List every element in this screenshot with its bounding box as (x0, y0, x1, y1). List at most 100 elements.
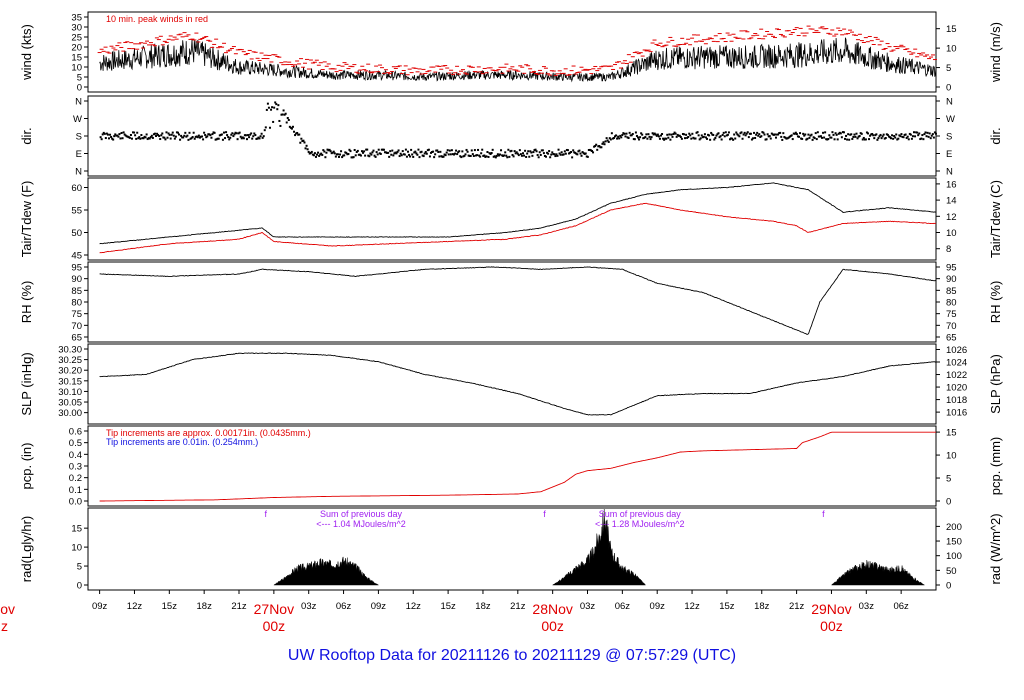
wind-direction-point (270, 108, 273, 111)
wind-direction-point (496, 153, 499, 156)
wind-direction-point (237, 132, 240, 135)
wind-direction-point (669, 138, 672, 141)
wind-direction-point (257, 136, 260, 139)
wind-direction-point (370, 153, 373, 156)
wind-direction-point (830, 136, 833, 139)
wind-direction-point (838, 131, 841, 134)
wind-direction-point (215, 138, 218, 141)
wind-ytick-label: 0 (77, 83, 82, 94)
wind-direction-point (841, 131, 844, 134)
wind-direction-point (180, 134, 183, 137)
wind-direction-point (293, 130, 296, 133)
wind-direction-point (216, 137, 219, 140)
wind-direction-point (885, 133, 888, 136)
wind-direction-point (860, 132, 863, 135)
wind-direction-point (420, 150, 423, 153)
wind-direction-point (889, 137, 892, 140)
wind-direction-point (404, 148, 407, 151)
wind-direction-point (854, 135, 857, 138)
wind-direction-point (272, 120, 275, 123)
wind-direction-point (155, 135, 158, 138)
wind-direction-point (579, 152, 582, 155)
wind-direction-point (679, 136, 682, 139)
wind-direction-point (856, 137, 859, 140)
rh-ytick-label: 65 (71, 333, 82, 344)
wind-direction-point (275, 103, 278, 106)
pcp-ytick-label: 0.4 (69, 450, 82, 461)
wind-direction-point (635, 134, 638, 137)
wind-direction-point (622, 132, 625, 135)
temp-ytick-label: 50 (71, 228, 82, 239)
wind-direction-point (187, 138, 190, 141)
wind-direction-point (283, 113, 286, 116)
dir-ytick-label: W (73, 114, 82, 125)
wind-direction-point (182, 136, 185, 139)
rad-ytick-label: 0 (77, 581, 82, 592)
wind-direction-point (139, 137, 142, 140)
wind-direction-point (381, 148, 384, 151)
wind-direction-point (603, 143, 606, 146)
wind-direction-point (174, 135, 177, 138)
wind-direction-point (575, 152, 578, 155)
slp-ytick-label: 30.30 (58, 345, 82, 356)
wind-direction-point (244, 134, 247, 137)
wind-direction-point (896, 138, 899, 141)
wind-direction-point (509, 150, 512, 153)
wind-direction-point (374, 155, 377, 158)
wind-direction-point (559, 153, 562, 156)
wind-direction-point (432, 150, 435, 153)
wind-direction-point (797, 135, 800, 138)
wind-direction-point (606, 139, 609, 142)
wind-direction-point (823, 136, 826, 139)
x-tick-label: 09z (371, 601, 387, 612)
wind-direction-point (884, 136, 887, 139)
slp-series-line (99, 352, 937, 416)
wind-direction-point (441, 155, 444, 158)
pcp-note-blue: Tip increments are 0.01in. (0.254mm.) (106, 437, 258, 447)
wind-direction-point (408, 153, 411, 156)
wind-direction-point (656, 133, 659, 136)
wind-direction-point (631, 132, 634, 135)
wind-direction-point (738, 135, 741, 138)
wind-direction-point (925, 135, 928, 138)
wind-direction-point (639, 136, 642, 139)
wind-direction-point (367, 154, 370, 157)
wind-direction-point (240, 137, 243, 140)
wind-direction-point (129, 133, 132, 136)
wind-direction-point (142, 137, 145, 140)
wind-direction-point (754, 136, 757, 139)
wind-direction-point (266, 102, 269, 105)
wind-direction-point (248, 136, 251, 139)
wind-direction-point (400, 154, 403, 157)
wind-direction-point (756, 131, 759, 134)
wind-direction-point (201, 135, 204, 138)
wind-direction-point (815, 138, 818, 141)
dir-ylabel-right: dir. (988, 127, 1003, 144)
wind-direction-point (474, 154, 477, 157)
wind-direction-point (423, 152, 426, 155)
wind-direction-point (503, 154, 506, 157)
wind-direction-point (471, 153, 474, 156)
wind-direction-point (629, 134, 632, 137)
wind-direction-point (590, 149, 593, 152)
wind-direction-point (544, 155, 547, 158)
wind-direction-point (181, 136, 184, 139)
wind-direction-point (811, 138, 814, 141)
wind-direction-point (492, 155, 495, 158)
wind-direction-point (421, 154, 424, 157)
wind-direction-point (697, 134, 700, 137)
wind-direction-point (887, 135, 890, 138)
wind-direction-point (334, 155, 337, 158)
wind-direction-point (450, 149, 453, 152)
wind-direction-point (196, 136, 199, 139)
wind-direction-point (238, 131, 241, 134)
wind-direction-point (808, 136, 811, 139)
temp-ytick-right-label: 12 (946, 212, 957, 223)
wind-direction-point (878, 135, 881, 138)
wind-direction-point (742, 133, 745, 136)
wind-direction-point (335, 153, 338, 156)
wind-direction-point (820, 136, 823, 139)
wind-direction-point (714, 136, 717, 139)
x-tick-label: 09z (650, 601, 666, 612)
wind-direction-point (297, 133, 300, 136)
